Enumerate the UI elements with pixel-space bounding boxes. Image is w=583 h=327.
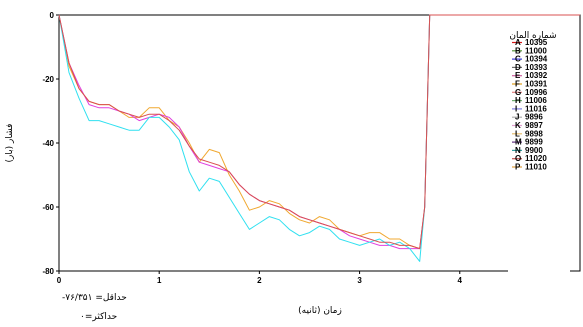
legend-label: 10996 (525, 88, 548, 97)
x-tick-label: 2 (257, 276, 262, 285)
y-tick-label: -40 (42, 139, 54, 148)
legend-letter: L (515, 129, 520, 138)
legend-label: 11006 (525, 96, 547, 105)
x-tick-label: 0 (57, 276, 62, 285)
legend-letter: P (515, 163, 521, 172)
series-line-3 (58, 14, 580, 262)
legend-entry: C 10394 (512, 55, 548, 64)
x-tick-label: 1 (157, 276, 162, 285)
legend-entry: A 10395 (512, 38, 548, 47)
legend-letter: J (515, 113, 519, 122)
y-tick-label: 0 (50, 11, 55, 20)
legend-letter: H (515, 96, 521, 105)
series-line-4 (58, 14, 580, 250)
legend-label: 10391 (525, 80, 548, 89)
legend: شماره المان A 10395 B 11000 C 10394 D 10393 E 103… (508, 22, 570, 302)
legend-letter: C (515, 55, 521, 64)
legend-label: 9900 (525, 146, 543, 155)
legend-entry: E 10392 (512, 71, 548, 80)
legend-letter: K (515, 121, 521, 130)
legend-letter: B (515, 46, 521, 55)
y-ticks: 0 -20 -40 -60 -80 (42, 11, 59, 276)
legend-label: 9899 (525, 138, 543, 147)
legend-label: 10395 (525, 38, 548, 47)
y-axis-label: فشار (بار) (5, 124, 15, 163)
max-value-note: حداکثر=۰ (80, 312, 118, 322)
legend-label: 11000 (525, 46, 547, 55)
legend-label: 11016 (525, 104, 547, 113)
legend-letter: F (515, 80, 520, 89)
legend-label: 9896 (525, 113, 543, 122)
legend-entry: H 11006 (512, 96, 547, 105)
legend-entry: F 10391 (512, 80, 548, 89)
legend-title: شماره المان (509, 31, 556, 41)
legend-entry: K 9897 (512, 121, 543, 130)
legend-label: 10393 (525, 63, 548, 72)
legend-entry: G 10996 (512, 88, 548, 97)
x-tick-label: 4 (458, 276, 463, 285)
legend-label: 9897 (525, 121, 543, 130)
legend-entry: M 9899 (512, 138, 543, 147)
legend-label: 10392 (525, 71, 548, 80)
legend-label: 10394 (525, 55, 548, 64)
series-line-2 (58, 14, 580, 250)
legend-letter: I (515, 104, 517, 113)
legend-letter: A (515, 38, 521, 47)
x-axis-label: زمان (ثانیه) (298, 306, 342, 316)
series-line-1 (58, 14, 580, 250)
y-tick-label: -80 (42, 267, 54, 276)
y-tick-label: -20 (42, 75, 54, 84)
legend-entry: B 11000 (512, 46, 547, 55)
legend-entry: J 9896 (512, 113, 543, 122)
legend-letter: G (515, 88, 521, 97)
plot-frame (58, 14, 581, 272)
legend-letter: D (515, 63, 521, 72)
legend-entry: O 11020 (512, 154, 547, 163)
legend-entry: D 10393 (512, 63, 548, 72)
legend-entry: N 9900 (512, 146, 543, 155)
min-value-note: حداقل= ۷۶/۳۵۱- (62, 293, 127, 303)
x-tick-label: 3 (357, 276, 362, 285)
legend-letter: O (515, 154, 521, 163)
legend-letter: M (515, 138, 522, 147)
series-group (58, 14, 580, 262)
legend-label: 11020 (525, 154, 547, 163)
legend-entry: I 11016 (512, 104, 547, 113)
x-ticks: 012345 (57, 271, 563, 285)
legend-letter: E (515, 71, 521, 80)
y-tick-label: -60 (42, 203, 54, 212)
legend-entry: L 9898 (512, 129, 543, 138)
legend-box (508, 22, 570, 302)
legend-label: 9898 (525, 129, 543, 138)
legend-entry: P 11010 (512, 163, 547, 172)
legend-letter: N (515, 146, 521, 155)
legend-label: 11010 (525, 163, 547, 172)
